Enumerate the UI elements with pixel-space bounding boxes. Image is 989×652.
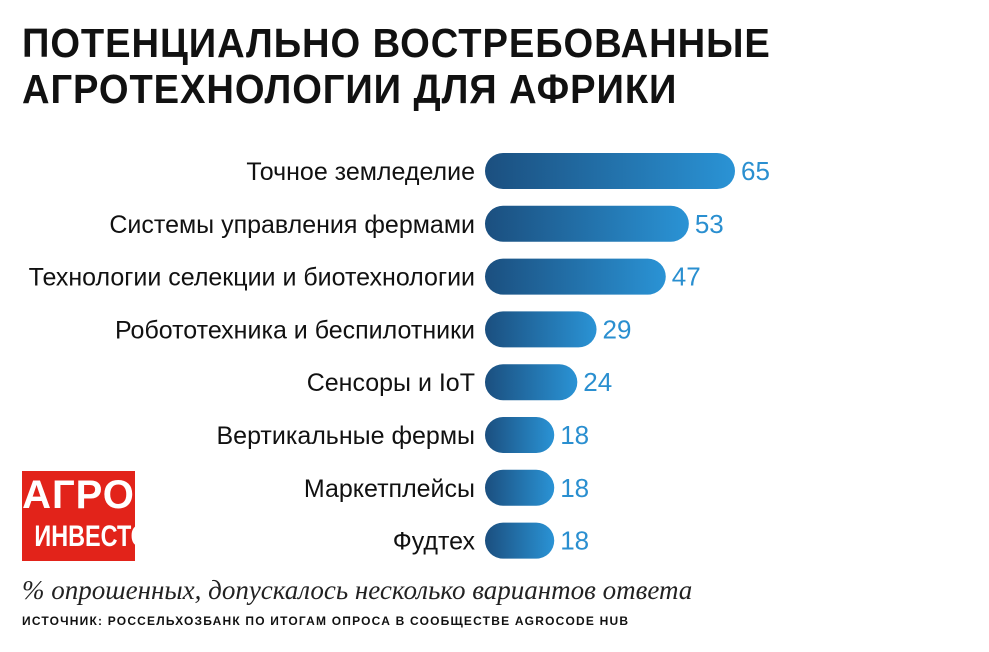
bar <box>485 311 597 348</box>
category-label: Маркетплейсы <box>304 475 475 503</box>
units-note: % опрошенных, допускалось несколько вари… <box>22 575 693 605</box>
value-label: 18 <box>560 526 589 556</box>
logo-line-2: ИНВЕСТОР <box>34 520 165 553</box>
logo-line-1: АГРО <box>22 473 135 517</box>
chart-title-line-2: АГРОТЕХНОЛОГИИ ДЛЯ АФРИКИ <box>22 66 678 112</box>
agroinvestor-logo: АГРО ИНВЕСТОР <box>22 471 165 561</box>
value-label: 65 <box>741 156 770 186</box>
value-label: 53 <box>695 209 724 239</box>
bar <box>485 364 578 401</box>
category-label: Технологии селекции и биотехнологии <box>29 264 475 292</box>
value-label: 29 <box>603 314 632 344</box>
category-label: Точное земледелие <box>246 158 475 186</box>
chart-title: ПОТЕНЦИАЛЬНО ВОСТРЕБОВАННЫЕ АГРОТЕХНОЛОГ… <box>22 20 896 112</box>
category-label: Системы управления фермами <box>109 211 475 239</box>
bar <box>485 258 666 295</box>
value-label: 24 <box>583 367 612 397</box>
value-label: 18 <box>560 420 589 450</box>
category-label: Робототехника и беспилотники <box>115 316 475 344</box>
category-label: Сенсоры и IoT <box>307 369 475 397</box>
bars-group: Точное земледелие 65 Системы управления фе… <box>29 153 770 559</box>
chart-title-line-1: ПОТЕНЦИАЛЬНО ВОСТРЕБОВАННЫЕ <box>22 20 771 66</box>
source-note: ИСТОЧНИК: РОССЕЛЬХОЗБАНК ПО ИТОГАМ ОПРОС… <box>22 614 630 628</box>
bar <box>485 522 555 559</box>
bar <box>485 153 735 189</box>
category-label: Фудтех <box>393 528 476 556</box>
bar <box>485 469 555 506</box>
bar <box>485 417 555 453</box>
bar <box>485 205 689 242</box>
value-label: 18 <box>560 473 589 503</box>
value-label: 47 <box>672 262 701 292</box>
category-label: Вертикальные фермы <box>216 422 475 450</box>
bar-chart: Точное земледелие 65 Системы управления фе… <box>29 153 770 559</box>
